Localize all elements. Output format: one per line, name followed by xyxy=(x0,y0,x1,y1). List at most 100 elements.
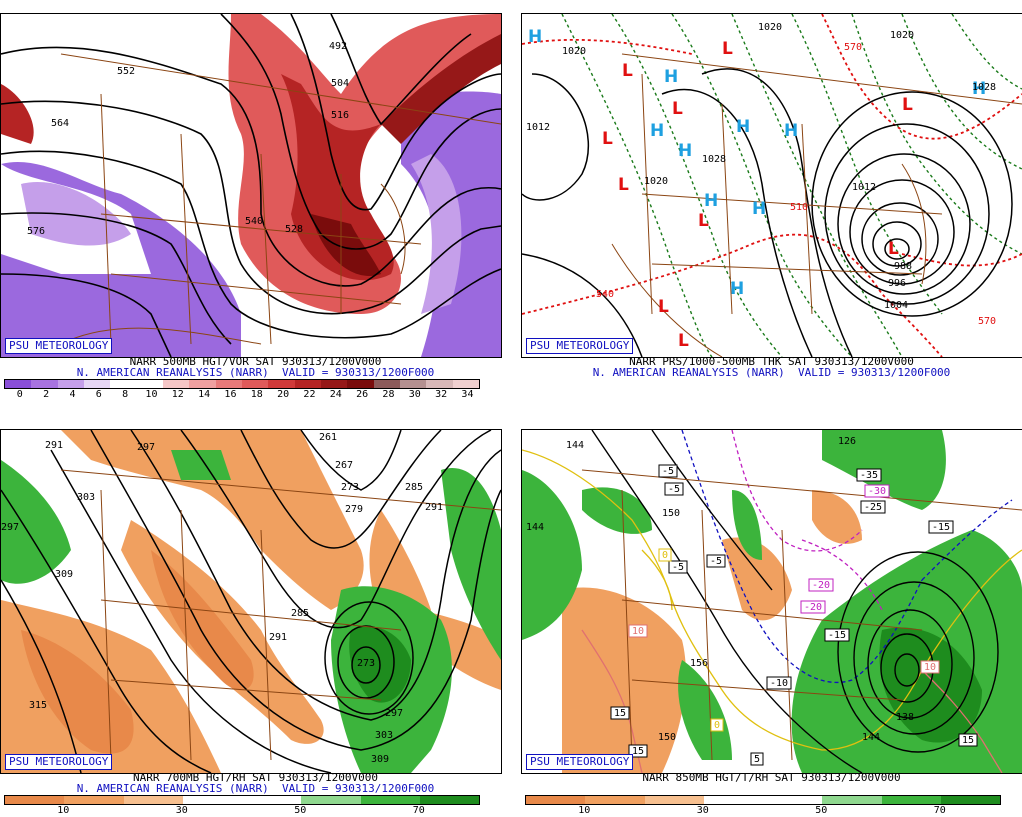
colorbar-swatch xyxy=(110,380,137,388)
contour-label: 297 xyxy=(385,708,403,719)
panel-caption: NARR PRS/1000-500MB THK SAT 930313/1200V… xyxy=(629,355,914,368)
panel-subcaption: N. AMERICAN REANALYSIS (NARR) VALID = 93… xyxy=(76,782,435,795)
panel-subcaption: N. AMERICAN REANALYSIS (NARR) VALID = 93… xyxy=(592,366,951,379)
isobar-label: 1020 xyxy=(644,176,668,187)
contour-label: 315 xyxy=(29,700,47,711)
colorbar-tick: 14 xyxy=(198,389,211,400)
low-pressure-marker: L xyxy=(902,95,913,115)
colorbar-swatch xyxy=(5,796,65,804)
colorbar-swatch xyxy=(763,796,823,804)
psu-meteorology-badge: PSU METEOROLOGY xyxy=(5,754,113,770)
isobar-label: 1020 xyxy=(758,22,782,33)
contour-label: 150 xyxy=(658,732,676,743)
colorbar-swatch xyxy=(182,796,242,804)
colorbar-tick: 70 xyxy=(933,805,946,816)
temp-label-box xyxy=(610,706,630,720)
colorbar-tick: 34 xyxy=(461,389,474,400)
isobar-label: 1028 xyxy=(972,82,996,93)
colorbar-swatch xyxy=(373,380,400,388)
contour-label: 504 xyxy=(331,78,349,89)
temp-label-box xyxy=(808,578,834,592)
map-700mb-rh[interactable]: 291 297 261 267 273 279 285 291 303 309 … xyxy=(0,429,502,774)
contour-label: 291 xyxy=(45,440,63,451)
colorbar-swatch xyxy=(242,796,302,804)
temp-label: 0 xyxy=(662,550,668,561)
low-pressure-marker: L xyxy=(622,61,633,81)
contour-label: 564 xyxy=(51,118,69,129)
colorbar-swatch xyxy=(419,796,479,804)
high-pressure-marker: H xyxy=(528,27,542,47)
map-pressure-thickness[interactable]: H H H H H H H H H H L L L L L L L L xyxy=(521,13,1022,358)
colorbar-tick: 50 xyxy=(815,805,828,816)
colorbar-swatch xyxy=(136,380,163,388)
colorbar-tick: 10 xyxy=(578,805,591,816)
temp-label: -20 xyxy=(804,602,822,613)
colorbar-swatch xyxy=(215,380,242,388)
contour-label: 576 xyxy=(27,226,45,237)
isobar-label: 1012 xyxy=(852,182,876,193)
contour-label: 540 xyxy=(245,216,263,227)
colorbar-tick: 0 xyxy=(16,389,23,400)
rh-colorbar xyxy=(525,795,1001,805)
temp-label-box xyxy=(668,560,688,574)
temp-label: -15 xyxy=(932,522,950,533)
temp-label-box xyxy=(928,520,954,534)
colorbar-swatch xyxy=(5,380,32,388)
contour-label: 528 xyxy=(285,224,303,235)
colorbar-swatch xyxy=(83,380,111,388)
thickness-label: 510 xyxy=(790,202,808,213)
colorbar-swatch xyxy=(294,380,321,388)
low-pressure-marker: L xyxy=(698,211,709,231)
temp-label-box xyxy=(766,676,792,690)
contour-label: 492 xyxy=(329,41,347,52)
colorbar-swatch xyxy=(940,796,1000,804)
psu-meteorology-badge: PSU METEOROLOGY xyxy=(526,338,634,354)
panel-caption: NARR 500MB HGT/VOR SAT 930313/1200V000 xyxy=(129,355,382,368)
temp-label: -5 xyxy=(710,556,722,567)
contour-label: 552 xyxy=(117,66,135,77)
colorbar-swatch xyxy=(162,380,190,388)
temp-label: 10 xyxy=(632,626,644,637)
vorticity-colorbar xyxy=(4,379,480,389)
low-pressure-marker: L xyxy=(672,99,683,119)
map-500mb-vorticity[interactable]: 492 504 516 552 564 576 540 528 PSU METE… xyxy=(0,13,502,358)
temp-label-box xyxy=(628,624,648,638)
high-pressure-marker: H xyxy=(730,279,744,299)
colorbar-swatch xyxy=(399,380,427,388)
temp-label-box xyxy=(658,548,672,562)
panel-caption: NARR 850MB HGT/T/RH SAT 930313/1200V000 xyxy=(642,771,901,784)
colorbar-tick: 70 xyxy=(412,805,425,816)
colorbar-ticks: 0 2 4 6 8 10 12 14 16 18 20 22 24 26 28 30 32 34 xyxy=(4,389,478,401)
contour-label: 297 xyxy=(1,522,19,533)
temp-label: -10 xyxy=(770,678,788,689)
temp-label-box xyxy=(706,554,726,568)
colorbar-swatch xyxy=(347,380,374,388)
colorbar-tick: 12 xyxy=(171,389,184,400)
low-pressure-marker: L xyxy=(618,175,629,195)
temp-label-box xyxy=(800,600,826,614)
colorbar-tick: 2 xyxy=(43,389,50,400)
colorbar-swatch xyxy=(360,796,420,804)
contour-label: 126 xyxy=(838,436,856,447)
colorbar-ticks: 1030507090 xyxy=(525,805,999,817)
colorbar-tick: 8 xyxy=(122,389,129,400)
thickness-label: 540 xyxy=(596,289,614,300)
contour-label: 309 xyxy=(371,754,389,765)
temp-label-box xyxy=(920,660,940,674)
temp-rh-field: -5 -5 -5 -5 -10 -15 -15 -20 -20 -25 -30 -35 10 10 15 15… xyxy=(522,430,1022,773)
contour-label: 273 xyxy=(357,658,375,669)
rh-field: 291 297 261 267 273 279 285 291 303 309 … xyxy=(1,430,501,773)
colorbar-tick: 32 xyxy=(435,389,448,400)
colorbar-swatch xyxy=(123,796,183,804)
rh-colorbar xyxy=(4,795,480,805)
colorbar-tick: 18 xyxy=(250,389,263,400)
colorbar-tick: 10 xyxy=(57,805,70,816)
colorbar-swatch xyxy=(526,796,586,804)
colorbar-swatch xyxy=(703,796,763,804)
temp-label: -30 xyxy=(868,486,886,497)
contour-label: 156 xyxy=(690,658,708,669)
temp-label: -5 xyxy=(672,562,684,573)
pressure-field: H H H H H H H H H H L L L L L L L L xyxy=(522,14,1022,357)
contour-label: 303 xyxy=(77,492,95,503)
map-850mb-temp-rh[interactable]: -5 -5 -5 -5 -10 -15 -15 -20 -20 -25 -30 -35 10 10 15 15… xyxy=(521,429,1022,774)
